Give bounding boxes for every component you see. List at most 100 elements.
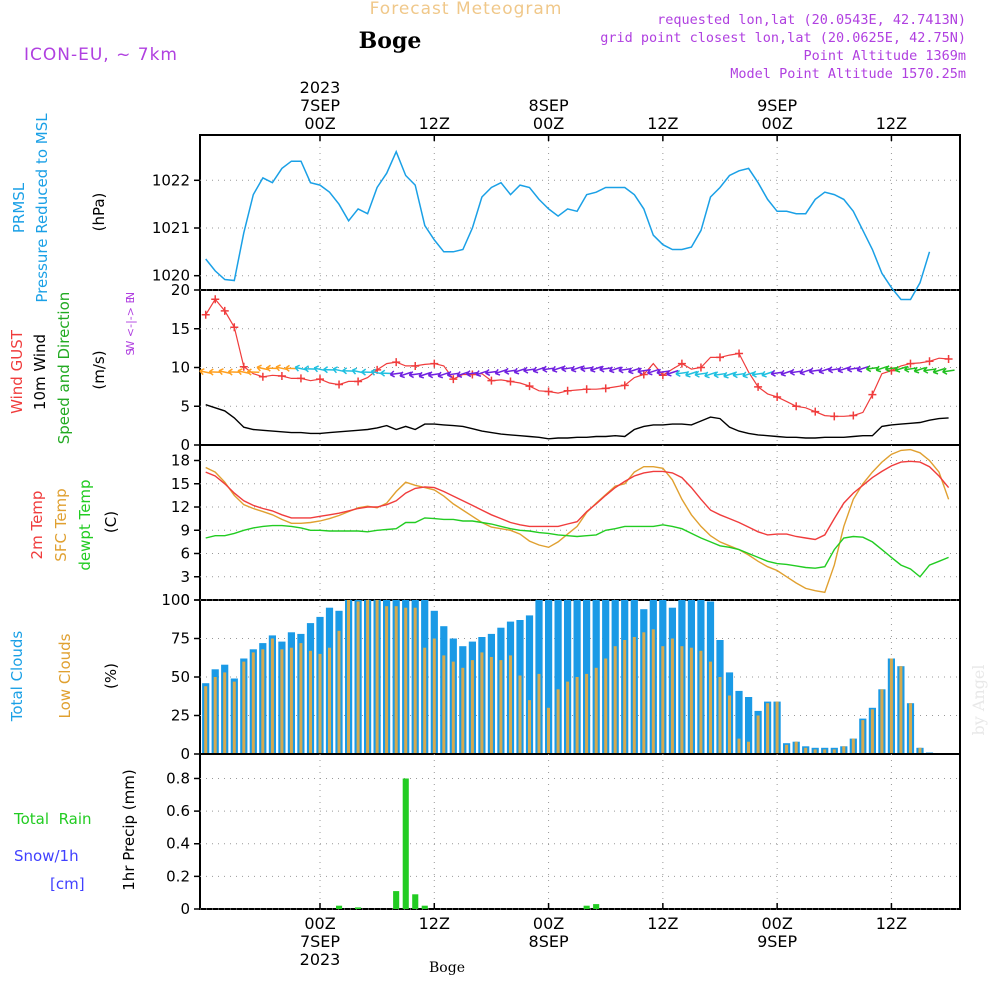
wind-dir-arrow-5: [246, 368, 260, 376]
wind-dir-arrow-51: [685, 370, 698, 378]
low-cloud-bar-13: [328, 647, 331, 753]
y-tick-label-1-0: 0: [180, 436, 190, 454]
wind-dir-arrow-40: [580, 365, 593, 373]
low-cloud-bar-18: [375, 600, 379, 753]
product-title: Forecast Meteogram: [370, 0, 563, 19]
wind-dir-arrow-shape-73: [894, 365, 907, 373]
y-tick-label-0-2: 1022: [152, 171, 190, 189]
low-cloud-bar-70: [870, 709, 874, 753]
precip-labels: Total Rain Snow/1h [cm] 1hr Precip (mm): [13, 769, 138, 893]
low-cloud-bar-35: [537, 673, 541, 753]
wind-dir-arrow-shape-26: [446, 370, 460, 379]
low-cloud-bar-32: [509, 655, 512, 753]
wind-dir-arrow-shape-25: [437, 371, 450, 379]
low-cloud-bar-46: [642, 632, 646, 753]
low-cloud-bar-59: [766, 703, 770, 753]
gust-marker-54: [716, 353, 724, 362]
rain-bar-7: [593, 904, 600, 909]
wind-dir-arrow-shape-30: [484, 368, 498, 377]
wind-dir-arrow-shape-35: [532, 366, 545, 374]
low-cloud-bar-26: [451, 661, 455, 753]
gust-marker-12: [316, 375, 324, 384]
gust-marker-20: [392, 358, 401, 367]
low-clouds-label: Low Clouds: [56, 633, 74, 718]
wind-dir-arrow-26: [446, 370, 460, 379]
requested-coords: requested lon,lat (20.0543E, 42.7413N): [657, 12, 966, 28]
low-cloud-bar-8: [280, 649, 284, 753]
wind-dir-arrow-shape-47: [646, 368, 660, 376]
wind-gust-label: Wind GUST: [8, 329, 26, 414]
wind-dir-arrow-29: [475, 370, 488, 377]
y-tick-label-1-3: 15: [171, 320, 190, 338]
low-cloud-bar-4: [242, 661, 246, 753]
wind-dir-arrow-shape-45: [627, 367, 641, 375]
wind-dir-arrow-53: [704, 371, 717, 379]
t2m-label: 2m Temp: [28, 491, 46, 560]
low-cloud-bar-27: [461, 667, 465, 753]
wind-dir-arrow-62: [789, 368, 803, 376]
wind-dir-arrow-21: [399, 371, 412, 379]
y-tick-label-4-2: 0.4: [166, 835, 190, 853]
top-time-label-0-1: 7SEP: [300, 96, 340, 115]
low-cloud-bar-17: [366, 600, 370, 753]
low-cloud-bar-36: [547, 707, 550, 753]
t2m-line: [205, 460, 950, 541]
low-cloud-bar-37: [556, 689, 560, 753]
gust-marker-2: [220, 306, 229, 315]
wind-dir-arrow-31: [494, 368, 507, 376]
top-time-label-0-0: 2023: [300, 78, 341, 97]
low-cloud-bar-33: [518, 675, 522, 753]
bottom-time-label-0-1: 7SEP: [300, 932, 340, 951]
gust-marker-34: [525, 382, 534, 391]
snow-label: Snow/1h: [14, 847, 79, 865]
gust-marker-58: [754, 382, 763, 391]
low-cloud-bar-5: [251, 652, 255, 753]
low-cloud-bar-16: [356, 601, 360, 753]
wind-dir-arrow-34: [523, 366, 536, 374]
low-cloud-bar-49: [670, 638, 674, 753]
y-tick-label-4-1: 0.2: [166, 867, 190, 885]
compass-south: S: [124, 348, 137, 355]
y-tick-label-2-0: 0: [180, 591, 190, 609]
gust-marker-1: [211, 295, 220, 304]
wind-dir-arrow-shape-28: [465, 370, 479, 378]
bottom-time-label-0-0: 00Z: [304, 914, 335, 933]
wind-10m-label: 10m Wind: [31, 334, 49, 410]
low-cloud-bar-19: [385, 606, 389, 753]
wind-dir-arrow-shape-41: [589, 365, 603, 373]
wind-dir-arrow-shape-46: [637, 367, 650, 375]
y-tick-label-1-2: 10: [171, 359, 190, 377]
wind-dir-arrow-shape-74: [904, 365, 917, 373]
wind-dir-arrow-27: [456, 371, 469, 378]
total-cloud-bar-56: [735, 690, 743, 753]
gust-marker-40: [582, 385, 591, 394]
dewpt-label: dewpt Temp: [76, 479, 94, 570]
wind-dir-arrow-shape-54: [713, 371, 727, 379]
wind-dir-arrow-74: [904, 365, 917, 373]
wind-dir-arrow-54: [713, 371, 727, 379]
wind-dir-arrow-shape-31: [494, 368, 507, 376]
low-cloud-bar-12: [318, 653, 322, 753]
wind-dir-arrow-68: [846, 365, 860, 373]
wind-dir-arrow-shape-62: [789, 368, 803, 376]
low-cloud-bar-21: [404, 607, 408, 753]
bottom-time-label-4-1: 9SEP: [757, 932, 797, 951]
gust-marker-74: [906, 359, 915, 368]
low-cloud-bar-42: [604, 658, 608, 753]
wind-dir-arrow-37: [551, 365, 565, 373]
rain-bar-0: [336, 905, 343, 909]
y-tick-label-1-4: 20: [171, 281, 190, 299]
gust-marker-78: [944, 354, 953, 363]
wind-dir-arrow-shape-58: [751, 370, 765, 378]
low-cloud-bar-74: [909, 703, 912, 753]
low-cloud-bar-47: [651, 629, 655, 753]
wind-dir-arrow-shape-78: [942, 367, 955, 375]
gust-marker-14: [335, 380, 344, 389]
gust-marker-30: [487, 376, 496, 385]
prmsl-label: PRMSL: [10, 182, 28, 233]
total-clouds-label: Total Clouds: [8, 631, 26, 723]
y-tick-label-2-4: 12: [171, 498, 190, 516]
wind-dir-arrow-78: [942, 367, 955, 375]
wind-dir-arrow-46: [637, 367, 650, 375]
low-cloud-bar-45: [632, 637, 636, 753]
